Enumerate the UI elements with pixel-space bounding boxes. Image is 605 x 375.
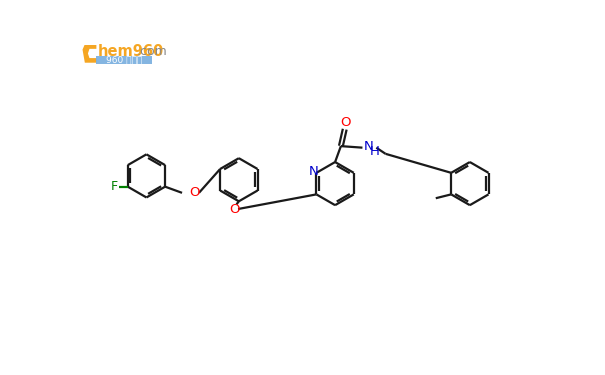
Text: F: F	[111, 180, 118, 193]
Text: 960 化工网: 960 化工网	[106, 55, 142, 64]
Text: O: O	[189, 186, 200, 200]
Text: O: O	[340, 116, 351, 129]
Text: N: N	[309, 165, 319, 178]
Bar	[96, 56, 152, 64]
Polygon shape	[82, 44, 96, 63]
Text: H: H	[370, 145, 380, 158]
Text: .com: .com	[137, 45, 167, 58]
Text: N: N	[364, 140, 373, 153]
Text: hem960: hem960	[98, 44, 164, 58]
Text: O: O	[230, 202, 240, 216]
